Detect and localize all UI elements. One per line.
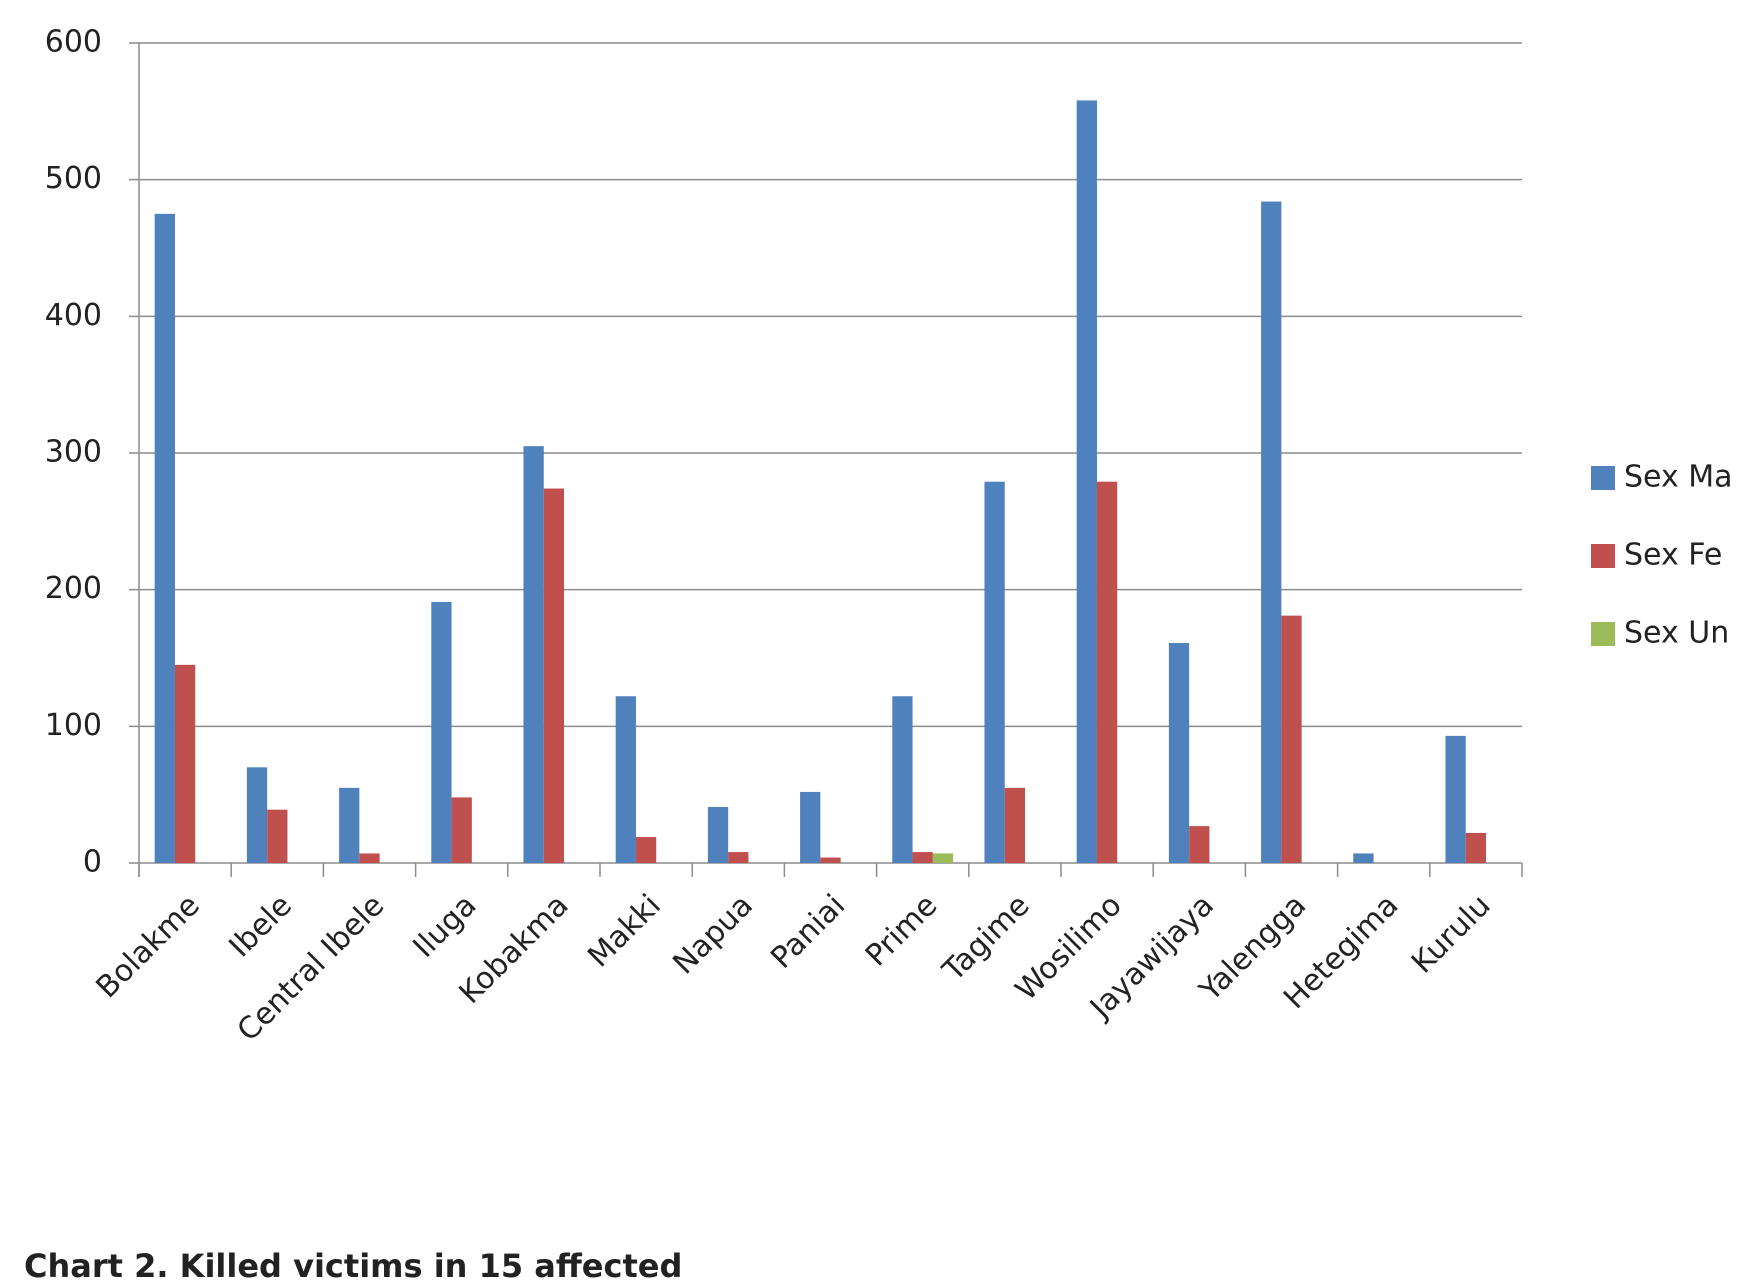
bar xyxy=(984,481,1005,863)
legend-swatch xyxy=(1591,544,1615,568)
bar xyxy=(1353,853,1374,863)
bar xyxy=(800,791,821,863)
x-tick-label: Paniai xyxy=(764,888,852,976)
y-tick-label: 600 xyxy=(45,25,102,60)
bar xyxy=(635,837,657,863)
bar xyxy=(543,488,565,863)
bar xyxy=(1004,787,1026,863)
x-tick-label: Kurulu xyxy=(1405,888,1498,981)
y-tick-label: 400 xyxy=(45,298,102,333)
bar xyxy=(246,767,268,863)
bar xyxy=(728,852,749,863)
bar xyxy=(615,696,636,863)
bar xyxy=(1168,642,1190,863)
x-tick-label: Napua xyxy=(666,888,760,982)
bar xyxy=(1076,100,1097,863)
legend-label: Sex Un xyxy=(1624,616,1729,651)
bar xyxy=(912,852,933,863)
bar xyxy=(932,853,954,863)
y-tick-label: 300 xyxy=(45,435,102,470)
bar xyxy=(174,664,196,863)
bar xyxy=(431,601,452,863)
y-tick-label: 200 xyxy=(45,571,102,606)
bar xyxy=(1096,481,1118,863)
bar xyxy=(1445,735,1466,863)
y-tick-label: 500 xyxy=(45,161,102,196)
bar xyxy=(820,857,841,863)
legend-swatch xyxy=(1591,622,1615,646)
bar xyxy=(359,853,380,863)
bar xyxy=(339,787,360,863)
y-tick-label: 0 xyxy=(83,845,102,880)
bar xyxy=(707,806,729,863)
x-tick-label: Bolakme xyxy=(90,888,207,1005)
bar xyxy=(523,446,544,863)
y-tick-label: 100 xyxy=(45,708,102,743)
bar xyxy=(1281,615,1302,863)
legend-label: Sex Fe xyxy=(1624,538,1722,573)
bar xyxy=(451,797,472,863)
legend-swatch xyxy=(1591,466,1615,490)
legend-label: Sex Ma xyxy=(1624,460,1733,495)
x-tick-label: Ibele xyxy=(223,888,299,964)
chart-title: Chart 2. Killed victims in 15 affected xyxy=(24,1247,682,1282)
bar xyxy=(154,213,175,864)
x-tick-label: Iluga xyxy=(407,888,484,965)
bar xyxy=(1189,826,1210,863)
bar xyxy=(892,696,913,863)
x-tick-label: Prime xyxy=(859,888,945,974)
bar xyxy=(1465,832,1487,863)
x-tick-label: Makki xyxy=(581,888,668,975)
bar xyxy=(1261,201,1282,864)
bar xyxy=(267,809,288,863)
